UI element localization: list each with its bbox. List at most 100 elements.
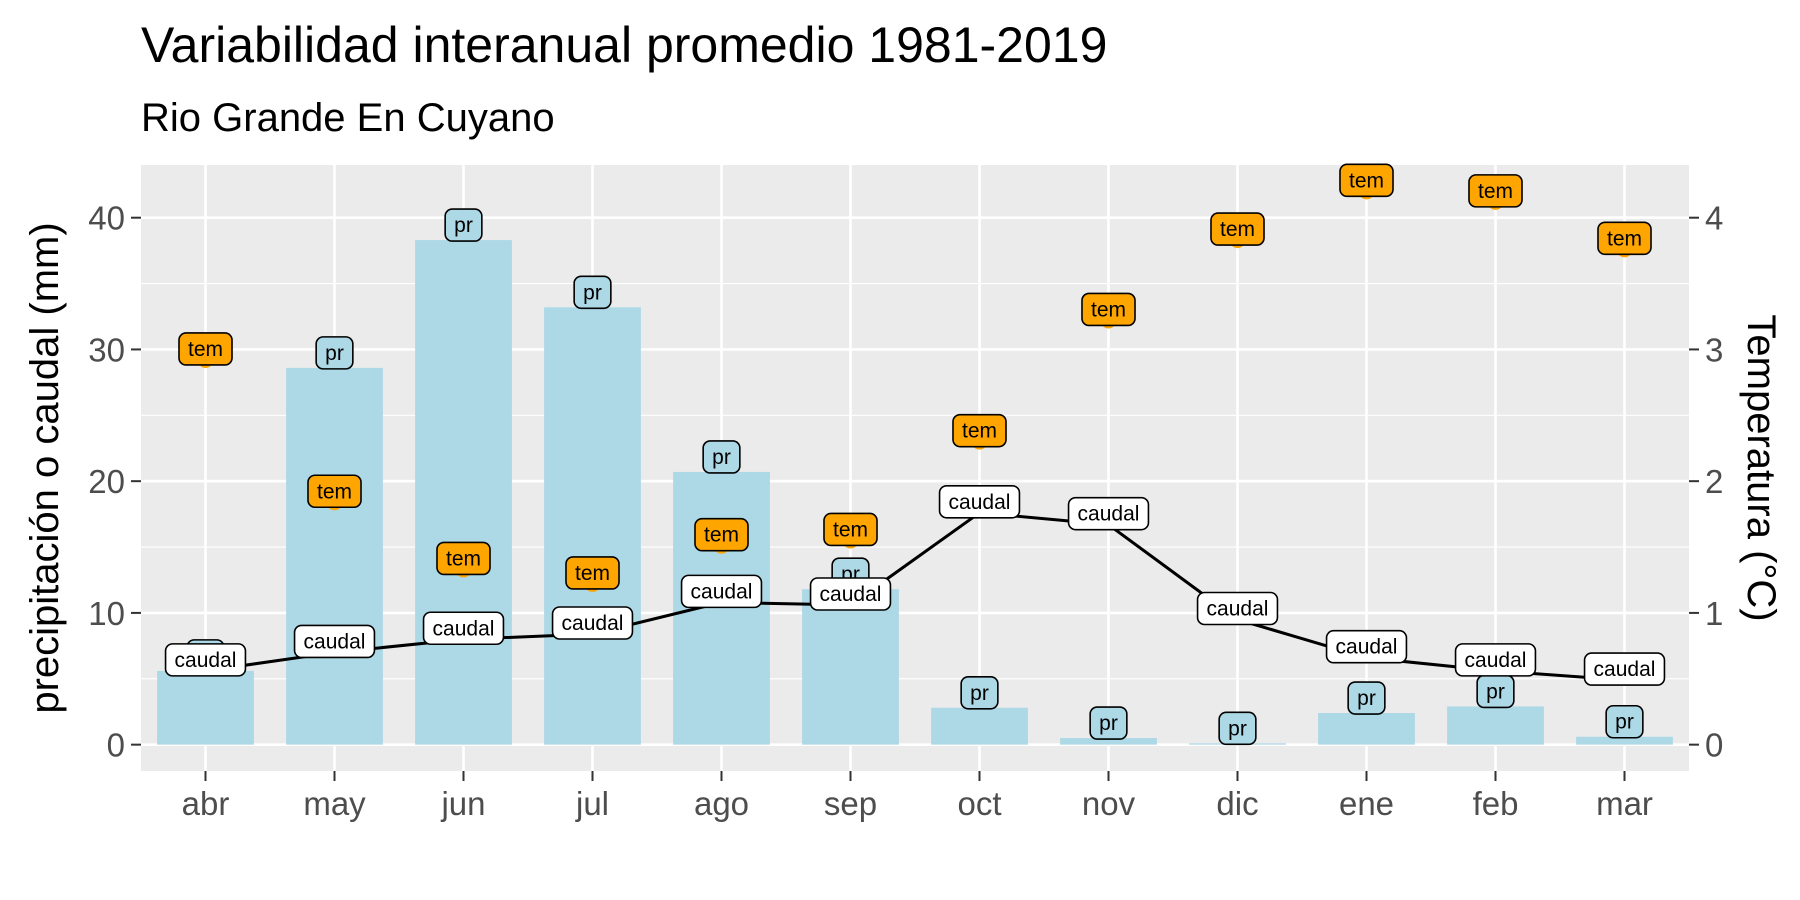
bar-pr-jul [544,307,641,745]
label-tem-ago-box [694,517,749,552]
label-tem-abr-box [178,332,233,366]
label-caudal-dic: caudal [1196,591,1279,626]
label-pr-nov-box [1089,706,1128,740]
tick-label-right: 1 [1705,595,1723,632]
label-caudal-ago-box [680,574,763,609]
label-caudal-jul-box [551,606,634,640]
label-caudal-ene: caudal [1325,629,1408,664]
tick-label-left: 30 [88,331,125,368]
label-tem-jul: tem [565,556,620,590]
label-tem-jun: tem [436,541,491,576]
bar-pr-ene [1318,713,1415,745]
label-pr-ene-text: pr [1357,687,1376,710]
label-caudal-dic-text: caudal [1207,598,1269,621]
label-tem-sep: tem [823,512,878,547]
bar-pr-oct [931,707,1028,745]
label-pr-jul: pr [573,275,612,310]
bar-pr-abr [157,670,254,745]
label-caudal-nov-box [1067,496,1150,531]
label-pr-ago-box [702,440,741,474]
label-tem-nov-text: tem [1091,298,1126,321]
tick-label-x-abr: abr [182,785,230,822]
label-pr-mar-text: pr [1615,711,1634,734]
label-caudal-sep: caudal [809,577,892,611]
label-pr-oct-text: pr [970,682,989,705]
bar-pr-sep [802,589,899,745]
label-caudal-jun-box [422,611,505,646]
axes: 0 10 20 30 40 0 1 2 3 4 abr may jun jul ago sep oct nov di… [88,200,1723,822]
label-caudal-oct-box [938,484,1021,519]
label-tem-feb-text: tem [1478,180,1513,203]
label-pr-ene: pr [1347,681,1386,715]
tick-label-x-ene: ene [1339,785,1394,822]
label-pr-jun: pr [444,208,483,242]
minor-gridlines [141,282,1689,680]
label-pr-jun-text: pr [454,214,473,237]
label-caudal-oct: caudal [938,484,1021,519]
bar-pr-may [286,367,383,745]
label-caudal-may: caudal [293,624,376,659]
label-caudal-sep-text: caudal [820,583,882,606]
label-tem-may-text: tem [317,480,352,503]
tick-label-x-may: may [303,785,366,822]
bar-pr-jun [415,240,512,745]
label-tem-dic-text: tem [1220,218,1255,241]
label-pr-ago: pr [702,440,741,474]
label-tem-oct-box [952,413,1007,448]
label-tem-nov-box [1081,292,1136,327]
label-caudal-abr-text: caudal [175,649,237,672]
label-caudal-mar-text: caudal [1594,658,1656,681]
label-tem-jul-box [565,556,620,590]
bar-pr-mar [1576,736,1673,745]
label-tem-sep-text: tem [833,518,868,541]
tick-label-right: 2 [1705,463,1723,500]
tick-label-left: 40 [88,200,125,237]
label-tem-sep-box [823,512,878,547]
label-pr-ago-text: pr [712,446,731,469]
tick-label-x-feb: feb [1473,785,1519,822]
label-tem-oct-text: tem [962,420,997,443]
label-caudal-may-box [293,624,376,659]
label-pr-ene-box [1347,681,1386,715]
label-caudal-ene-box [1325,629,1408,664]
label-tem-ago: tem [694,517,749,552]
bars-pr [157,240,1673,745]
label-tem-jul-text: tem [575,562,610,585]
label-tem-dic: tem [1210,212,1265,246]
tick-label-right: 0 [1705,727,1723,764]
label-tem-ene: tem [1339,163,1394,198]
label-pr-jun-box [444,208,483,242]
label-caudal-jun: caudal [422,611,505,646]
label-tem-mar-box [1597,221,1652,256]
label-caudal-ago-text: caudal [691,580,753,603]
label-caudal-jul-text: caudal [562,612,624,635]
label-tem-jun-box [436,541,491,576]
y-axis-right-title: Temperatura (°C) [1739,314,1783,621]
label-caudal-dic-box [1196,591,1279,626]
tick-label-x-jun: jun [440,785,485,822]
label-caudal-mar-box [1583,652,1666,686]
label-caudal-jun-text: caudal [433,617,495,640]
label-caudal-nov-text: caudal [1078,503,1140,526]
label-pr-oct-box [960,675,999,710]
label-tem-oct: tem [952,413,1007,448]
label-caudal-feb-box [1454,643,1537,677]
plot-panel [141,165,1689,771]
label-caudal-abr-box [164,643,247,677]
label-pr-may-text: pr [325,342,344,365]
tick-label-x-oct: oct [957,785,1001,822]
label-tem-abr: tem [178,332,233,366]
label-caudal-feb: caudal [1454,643,1537,677]
tick-label-right: 3 [1705,331,1723,368]
bar-pr-ago [673,471,770,745]
tick-label-left: 0 [107,727,125,764]
label-tem-may-box [307,474,362,509]
label-tem-ene-text: tem [1349,169,1384,192]
chart-subtitle: Rio Grande En Cuyano [141,96,555,140]
label-caudal-abr: caudal [164,643,247,677]
tick-label-right: 4 [1705,200,1723,237]
label-caudal-mar: caudal [1583,652,1666,686]
label-pr-dic: pr [1218,711,1257,746]
tick-label-left: 20 [88,463,125,500]
